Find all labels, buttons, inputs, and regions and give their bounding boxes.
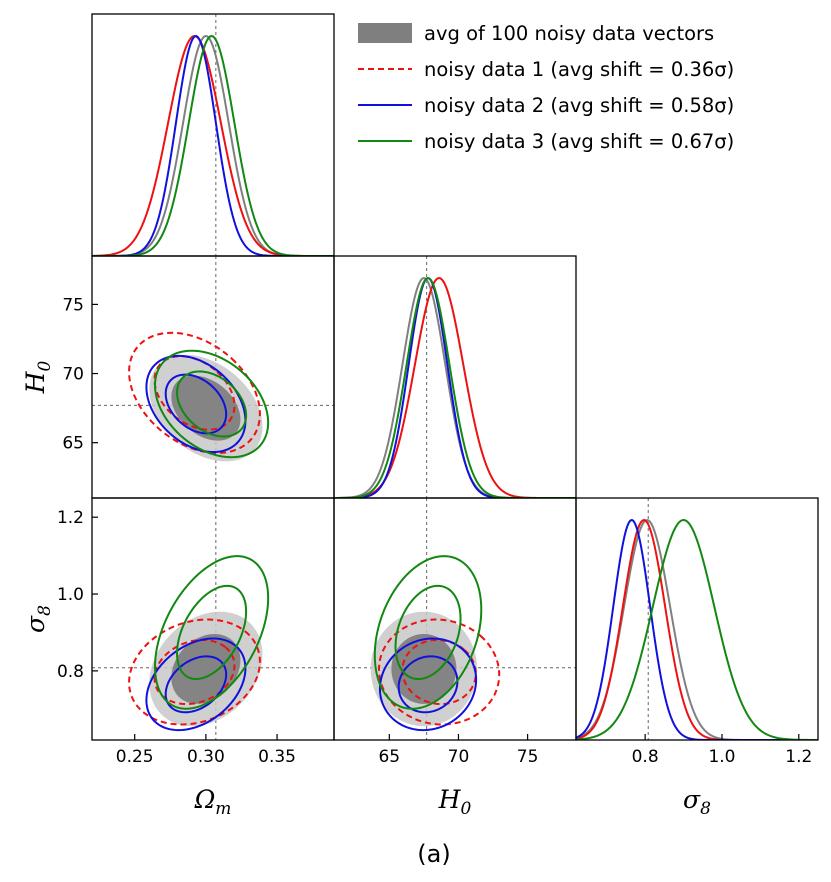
xtick-label-Omega_m: 0.25	[116, 747, 154, 767]
contour-95-series-3	[154, 555, 270, 710]
xtick-label-H0: 70	[448, 747, 470, 767]
xtick-label-sigma8: 1.2	[785, 747, 812, 767]
axis-labels-layer: Ωm H0 σ8 H0 σ8	[21, 361, 711, 819]
density-Omega_m-series-1	[92, 34, 334, 256]
density-H0-series-2	[334, 276, 576, 498]
legend: avg of 100 noisy data vectors noisy data …	[358, 22, 734, 153]
xtick-label-Omega_m: 0.35	[258, 747, 296, 767]
axis-label-H0: H0	[438, 785, 472, 819]
legend-swatch	[358, 23, 412, 43]
contour-95-series-1	[377, 618, 501, 726]
axis-label-H0: H0	[21, 361, 55, 395]
density-H0-series-1	[334, 277, 576, 498]
density-H0-series-0	[334, 277, 576, 498]
density-sigma8-series-1	[576, 518, 818, 740]
legend-item-2: noisy data 2 (avg shift = 0.58σ)	[358, 94, 734, 117]
ytick-label-sigma8: 0.8	[57, 662, 84, 682]
panel-Omega_m-sigma8	[91, 497, 335, 741]
contour-68-series-3	[176, 584, 248, 681]
ytick-label-H0: 70	[62, 365, 84, 385]
ytick-label-H0: 75	[62, 295, 84, 315]
panels-layer	[91, 13, 819, 741]
ytick-label-sigma8: 1.0	[57, 585, 84, 605]
panel-H0-sigma8	[333, 497, 577, 741]
density-Omega_m-series-0	[92, 35, 334, 256]
xtick-label-H0: 65	[378, 747, 400, 767]
density-sigma8-series-2	[576, 518, 818, 740]
panel-frame	[91, 13, 335, 257]
density-Omega_m-series-3	[92, 34, 334, 256]
panel-H0-H0	[333, 255, 577, 499]
contour-95-series-3	[154, 349, 270, 459]
contour-68-series-2	[164, 655, 228, 714]
density-sigma8-series-3	[576, 518, 818, 740]
legend-item-1: noisy data 1 (avg shift = 0.36σ)	[358, 58, 734, 81]
legend-item-3: noisy data 3 (avg shift = 0.67σ)	[358, 130, 734, 153]
contour-68-series-2	[397, 655, 459, 714]
ticks-layer: 0.25 0.30 0.35 65 70 75 0.8 1.0 1.2 65 70 75 0.8 1.0 1…	[57, 295, 812, 767]
contour-68-series-2	[164, 373, 228, 435]
contour-68-series-0	[391, 633, 457, 704]
contour-68-series-1	[401, 638, 477, 706]
contour-95-series-2	[145, 637, 247, 732]
contour-95-series-2	[378, 637, 478, 732]
legend-label: avg of 100 noisy data vectors	[424, 22, 714, 45]
contour-68-series-3	[176, 370, 248, 438]
xtick-label-sigma8: 0.8	[632, 747, 659, 767]
density-H0-series-3	[334, 276, 576, 498]
panel-Omega_m-H0	[91, 255, 335, 499]
axis-label-sigma8: σ8	[683, 785, 711, 819]
xtick-label-Omega_m: 0.30	[187, 747, 225, 767]
density-sigma8-series-0	[576, 518, 818, 740]
panel-sigma8-sigma8	[575, 497, 819, 741]
axis-label-sigma8: σ8	[21, 605, 55, 633]
panel-frame	[575, 497, 819, 741]
contour-68-series-3	[394, 584, 462, 681]
legend-label: noisy data 2 (avg shift = 0.58σ)	[424, 94, 734, 117]
ytick-label-sigma8: 1.2	[57, 508, 84, 528]
figure-caption: (a)	[417, 840, 450, 868]
contour-95-series-1	[128, 618, 261, 726]
contour-95-series-1	[128, 331, 261, 455]
contour-95-series-3	[373, 555, 483, 710]
xtick-label-H0: 75	[517, 747, 539, 767]
legend-item-0: avg of 100 noisy data vectors	[358, 22, 714, 45]
panel-Omega_m-Omega_m	[91, 13, 335, 257]
axis-label-Omega_m: Ωm	[194, 785, 232, 819]
legend-label: noisy data 1 (avg shift = 0.36σ)	[424, 58, 734, 81]
density-Omega_m-series-2	[92, 34, 334, 256]
ytick-label-H0: 65	[62, 434, 84, 454]
panel-frame	[333, 255, 577, 499]
legend-label: noisy data 3 (avg shift = 0.67σ)	[424, 130, 734, 153]
xtick-label-sigma8: 1.0	[708, 747, 735, 767]
